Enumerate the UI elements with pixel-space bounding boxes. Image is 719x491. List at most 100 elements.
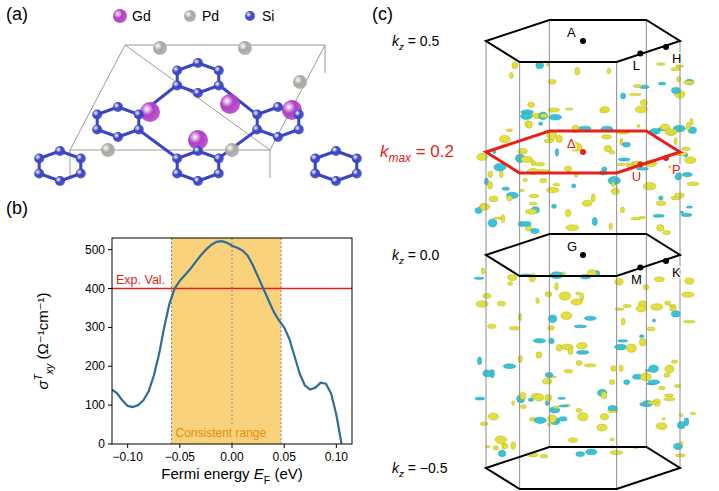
isosurface-blob	[682, 292, 694, 297]
isosurface-blob	[658, 82, 665, 85]
isosurface-blob	[575, 67, 580, 75]
isosurface-blob	[553, 183, 560, 185]
isosurface-blob	[558, 397, 566, 399]
x-tick-label: 0.05	[272, 450, 296, 464]
isosurface-blob	[568, 348, 573, 355]
isosurface-blob	[618, 158, 630, 161]
k-point	[663, 44, 669, 50]
isosurface-blob	[521, 405, 527, 409]
isosurface-blob	[683, 81, 694, 85]
reference-label: Exp. Val.	[116, 273, 165, 287]
isosurface-blob	[542, 379, 552, 384]
brillouin-zone: kz = 0.5ALHkmax = 0.2ΔUPkz = 0.0GMKkz = …	[380, 20, 699, 489]
isosurface-blob	[493, 446, 498, 450]
si-bond	[219, 130, 257, 158]
atom-Si	[34, 169, 44, 179]
atom-Si	[252, 110, 262, 120]
isosurface-blob	[555, 282, 559, 290]
isosurface-blob	[680, 211, 683, 213]
isosurface-blob	[555, 149, 558, 157]
isosurface-blob	[520, 392, 526, 399]
plane-label: kz = 0.0	[392, 247, 440, 266]
isosurface-blob	[685, 157, 697, 164]
y-tick-label: 300	[85, 320, 105, 334]
isosurface-blob	[651, 304, 663, 310]
y-tick	[108, 249, 112, 250]
isosurface-blob	[686, 122, 690, 130]
isosurface-blob	[577, 343, 588, 349]
atom-Si	[352, 154, 362, 164]
isosurface-blob	[554, 406, 559, 409]
dotted-line	[281, 238, 282, 444]
isosurface-blob	[509, 327, 520, 331]
k-point	[663, 155, 669, 161]
isosurface-blob	[508, 282, 513, 286]
isosurface-blob	[576, 351, 588, 355]
isosurface-blob	[656, 201, 666, 206]
isosurface-blob	[659, 196, 663, 200]
x-tick-label: −0.05	[165, 450, 196, 464]
isosurface-blob	[501, 214, 505, 222]
isosurface-blob	[607, 68, 611, 74]
isosurface-blob	[521, 156, 533, 162]
isosurface-blob	[670, 307, 677, 311]
atom-Si	[294, 110, 304, 120]
isosurface-blob	[586, 449, 597, 455]
isosurface-blob	[618, 340, 628, 342]
isosurface-blob	[611, 366, 616, 372]
isosurface-blob	[497, 301, 505, 306]
isosurface-blob	[475, 397, 485, 400]
atom-Si	[193, 88, 203, 98]
atom-Pd	[293, 75, 307, 89]
y-tick	[108, 288, 112, 289]
isosurface-blob	[685, 278, 694, 284]
isosurface-blob	[498, 450, 505, 457]
isosurface-blob	[617, 163, 625, 165]
isosurface-blob	[671, 87, 680, 93]
zone-plane	[486, 20, 680, 62]
k-point	[637, 51, 643, 57]
isosurface-blob	[499, 135, 510, 142]
isosurface-blob	[597, 424, 607, 431]
isosurface-blob	[637, 124, 640, 127]
isosurface-blob	[662, 418, 666, 420]
isosurface-blob	[609, 223, 612, 230]
atom-Si	[214, 169, 224, 179]
isosurfaces	[474, 62, 699, 458]
isosurface-blob	[510, 73, 514, 79]
atom-Si	[214, 154, 224, 164]
isosurface-blob	[507, 196, 513, 201]
si-bond	[219, 85, 257, 115]
isosurface-blob	[635, 106, 647, 113]
isosurface-blob	[620, 207, 624, 213]
isosurface-blob	[629, 93, 641, 95]
atom-Si	[55, 176, 65, 186]
isosurface-blob	[565, 108, 573, 110]
panel-letter: (b)	[6, 198, 28, 218]
isosurface-blob	[540, 178, 547, 182]
isosurface-blob	[479, 204, 490, 211]
atom-Si	[273, 132, 283, 142]
isosurface-blob	[601, 392, 607, 399]
isosurface-blob	[671, 311, 680, 317]
isosurface-blob	[649, 365, 659, 373]
x-tick	[284, 444, 285, 448]
isosurface-blob	[474, 277, 484, 279]
figure: (a)(b)(c)GdPdSi−0.10−0.050.000.050.10010…	[0, 0, 719, 491]
isosurface-blob	[687, 182, 699, 186]
isosurface-blob	[659, 386, 666, 389]
atom-Si	[193, 58, 203, 68]
plane-label: kmax = 0.2	[380, 142, 454, 165]
atom-Si	[252, 125, 262, 135]
isosurface-blob	[665, 129, 677, 136]
atom-Pd	[153, 41, 167, 55]
atom-Pd	[225, 143, 239, 157]
chart: −0.10−0.050.000.050.100100200300400500Fe…	[32, 238, 352, 486]
isosurface-blob	[503, 444, 508, 449]
isosurface-blob	[640, 335, 644, 338]
text-part: = 0.2	[411, 142, 454, 161]
isosurface-blob	[561, 312, 572, 320]
isosurface-blob	[610, 438, 614, 441]
isosurface-blob	[665, 365, 674, 373]
isosurface-blob	[533, 339, 545, 343]
